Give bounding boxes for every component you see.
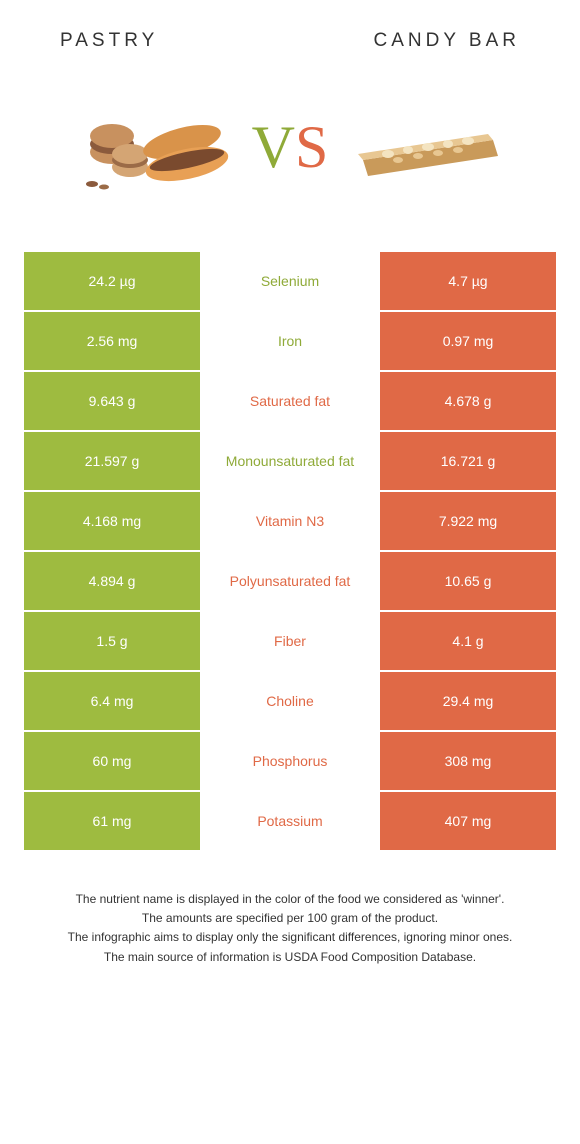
vs-label: VS	[252, 113, 329, 182]
header: PASTRY CANDY BAR	[20, 20, 560, 82]
value-left: 4.168 mg	[24, 492, 200, 550]
nutrient-name: Phosphorus	[202, 732, 378, 790]
footer-line-2: The amounts are specified per 100 gram o…	[40, 909, 540, 928]
nutrient-name: Saturated fat	[202, 372, 378, 430]
value-right: 4.1 g	[380, 612, 556, 670]
value-left: 9.643 g	[24, 372, 200, 430]
value-left: 1.5 g	[24, 612, 200, 670]
nutrient-name: Choline	[202, 672, 378, 730]
value-left: 60 mg	[24, 732, 200, 790]
candy-bar-image	[348, 92, 508, 202]
nutrient-row: 4.894 gPolyunsaturated fat10.65 g	[24, 552, 556, 610]
header-left: PASTRY	[60, 30, 158, 52]
value-right: 0.97 mg	[380, 312, 556, 370]
value-right: 308 mg	[380, 732, 556, 790]
nutrient-name: Polyunsaturated fat	[202, 552, 378, 610]
value-right: 10.65 g	[380, 552, 556, 610]
nutrient-row: 9.643 gSaturated fat4.678 g	[24, 372, 556, 430]
value-left: 2.56 mg	[24, 312, 200, 370]
vs-v: V	[252, 114, 295, 180]
nutrient-row: 6.4 mgCholine29.4 mg	[24, 672, 556, 730]
nutrient-name: Selenium	[202, 252, 378, 310]
value-left: 21.597 g	[24, 432, 200, 490]
footer-notes: The nutrient name is displayed in the co…	[20, 890, 560, 967]
nutrient-row: 24.2 µgSelenium4.7 µg	[24, 252, 556, 310]
value-right: 4.7 µg	[380, 252, 556, 310]
value-left: 61 mg	[24, 792, 200, 850]
vs-s: S	[295, 114, 328, 180]
value-right: 7.922 mg	[380, 492, 556, 550]
nutrient-table: 24.2 µgSelenium4.7 µg2.56 mgIron0.97 mg9…	[20, 252, 560, 850]
nutrient-name: Fiber	[202, 612, 378, 670]
value-right: 29.4 mg	[380, 672, 556, 730]
value-right: 16.721 g	[380, 432, 556, 490]
value-left: 4.894 g	[24, 552, 200, 610]
nutrient-name: Vitamin N3	[202, 492, 378, 550]
nutrient-row: 21.597 gMonounsaturated fat16.721 g	[24, 432, 556, 490]
value-right: 407 mg	[380, 792, 556, 850]
vs-section: VS	[20, 82, 560, 252]
pastry-image	[72, 92, 232, 202]
nutrient-name: Potassium	[202, 792, 378, 850]
value-right: 4.678 g	[380, 372, 556, 430]
header-right: CANDY BAR	[373, 30, 520, 52]
nutrient-name: Iron	[202, 312, 378, 370]
nutrient-row: 61 mgPotassium407 mg	[24, 792, 556, 850]
nutrient-row: 1.5 gFiber4.1 g	[24, 612, 556, 670]
nutrient-name: Monounsaturated fat	[202, 432, 378, 490]
footer-line-4: The main source of information is USDA F…	[40, 948, 540, 967]
nutrient-row: 60 mgPhosphorus308 mg	[24, 732, 556, 790]
nutrient-row: 4.168 mgVitamin N37.922 mg	[24, 492, 556, 550]
footer-line-3: The infographic aims to display only the…	[40, 928, 540, 947]
nutrient-row: 2.56 mgIron0.97 mg	[24, 312, 556, 370]
footer-line-1: The nutrient name is displayed in the co…	[40, 890, 540, 909]
value-left: 24.2 µg	[24, 252, 200, 310]
value-left: 6.4 mg	[24, 672, 200, 730]
